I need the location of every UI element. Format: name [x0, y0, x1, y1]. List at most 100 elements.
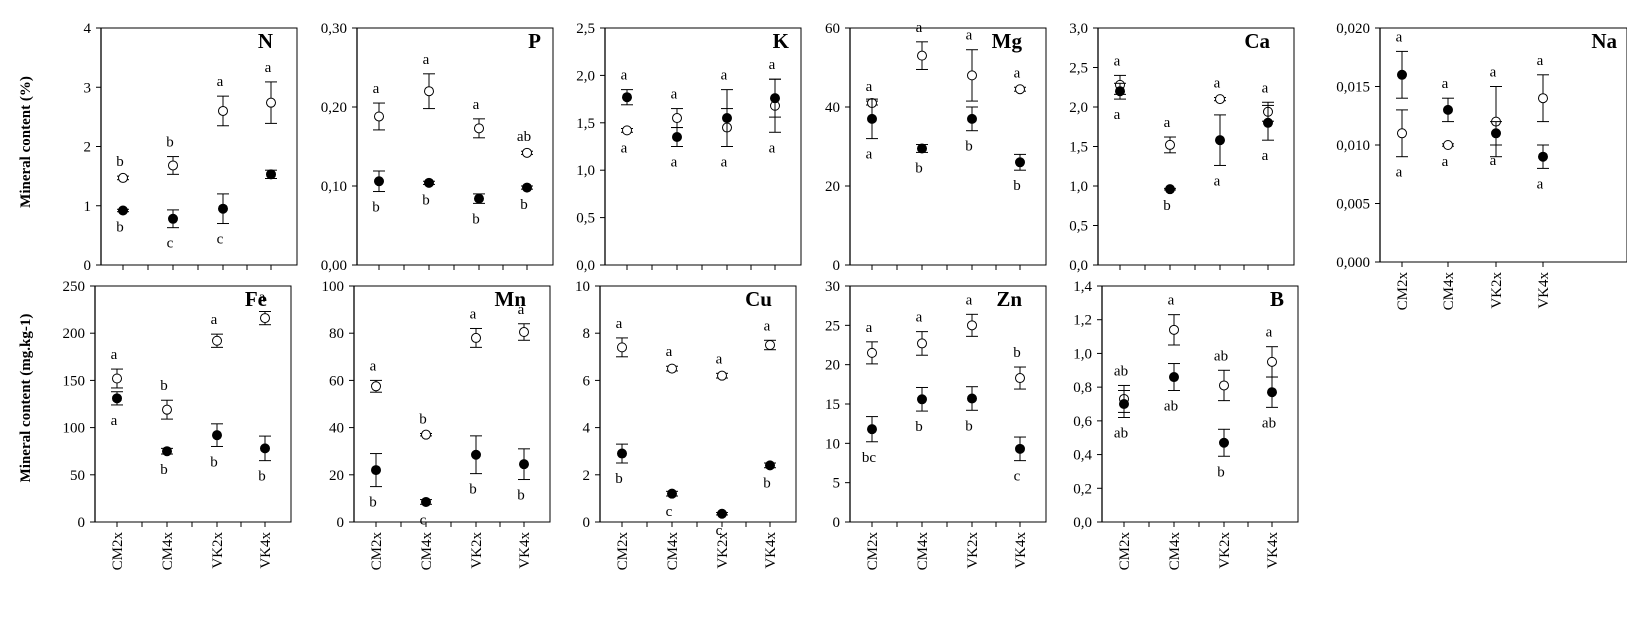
significance-letter: a: [1266, 325, 1273, 341]
significance-letter: a: [259, 289, 266, 305]
data-point-filled: [717, 508, 727, 519]
y-tick-label: 60: [329, 373, 344, 389]
x-category-label: VK4x: [763, 532, 779, 569]
data-point-open: [260, 313, 270, 324]
data-point-open: [1015, 84, 1025, 95]
y-tick-label: 0,000: [1336, 255, 1370, 271]
data-point-open: [218, 105, 228, 116]
y-tick-label: 20: [825, 179, 840, 195]
y-tick-label: 0,30: [321, 21, 347, 37]
x-category-label: CM2x: [110, 532, 126, 571]
y-tick-label: 60: [825, 21, 840, 37]
data-point-filled: [421, 496, 431, 507]
x-category-label: VK2x: [469, 532, 485, 569]
data-point-filled: [112, 393, 122, 404]
data-point-filled: [1015, 157, 1025, 168]
y-tick-label: 250: [63, 279, 86, 295]
significance-letter: a: [470, 306, 477, 322]
data-point-open: [1267, 356, 1277, 367]
data-point-filled: [1169, 372, 1179, 383]
y-tick-label: 25: [825, 318, 840, 334]
y-tick-label: 0: [583, 515, 591, 531]
significance-letter: a: [769, 140, 776, 156]
significance-letter: a: [518, 302, 525, 318]
significance-letter: ab: [1262, 415, 1276, 431]
significance-letter: a: [916, 20, 923, 36]
significance-letter: c: [1014, 469, 1021, 485]
significance-letter: b: [517, 488, 525, 504]
significance-letter: a: [666, 344, 673, 360]
significance-letter: b: [160, 378, 168, 394]
y-tick-label: 4: [583, 421, 591, 437]
significance-letter: b: [1163, 198, 1171, 214]
y-tick-label: 1,5: [576, 116, 595, 132]
significance-letter: b: [915, 160, 923, 176]
data-point-filled: [1165, 184, 1175, 195]
data-point-open: [371, 381, 381, 392]
data-point-open: [421, 429, 431, 440]
significance-letter: a: [721, 68, 728, 84]
y-tick-label: 1: [84, 199, 92, 215]
significance-letter: a: [1214, 173, 1221, 189]
y-tick-label: 20: [825, 358, 840, 374]
x-category-label: CM4x: [1441, 272, 1457, 311]
significance-letter: a: [866, 79, 873, 95]
y-tick-label: 0,6: [1073, 414, 1092, 430]
data-point-filled: [1015, 443, 1025, 454]
data-point-filled: [1267, 387, 1277, 398]
significance-letter: c: [167, 236, 174, 252]
panel-title: K: [773, 29, 790, 53]
data-point-open: [266, 97, 276, 108]
significance-letter: b: [369, 495, 377, 511]
data-point-open: [1169, 324, 1179, 335]
significance-letter: b: [210, 454, 218, 470]
data-point-filled: [1397, 69, 1407, 80]
y-tick-label: 0,0: [576, 258, 595, 274]
significance-letter: a: [1537, 53, 1544, 69]
significance-letter: a: [866, 320, 873, 336]
y-tick-label: 0,0: [1073, 515, 1092, 531]
data-point-filled: [1215, 135, 1225, 146]
significance-letter: a: [1490, 153, 1497, 169]
x-category-label: VK4x: [1013, 532, 1029, 569]
plot-frame: [849, 27, 1047, 266]
significance-letter: b: [422, 192, 430, 208]
x-category-label: VK4x: [258, 532, 274, 569]
significance-letter: b: [419, 412, 427, 428]
panel-N: 0 1 2 3 4 Nb b b c a c a: [84, 21, 298, 274]
significance-letter: a: [370, 358, 377, 374]
data-point-open: [622, 125, 632, 136]
data-point-filled: [765, 460, 775, 471]
data-point-filled: [474, 193, 484, 204]
data-point-filled: [1219, 437, 1229, 448]
y-tick-label: 15: [825, 397, 840, 413]
panel-title: Na: [1591, 29, 1617, 53]
data-point-filled: [266, 169, 276, 180]
data-point-filled: [162, 446, 172, 457]
data-point-open: [967, 70, 977, 81]
significance-letter: c: [666, 504, 673, 520]
data-point-open: [717, 370, 727, 381]
significance-letter: b: [1013, 178, 1021, 194]
significance-letter: c: [217, 232, 224, 248]
significance-letter: a: [1214, 76, 1221, 92]
panel-title: Zn: [996, 287, 1022, 311]
data-point-open: [917, 338, 927, 349]
data-point-filled: [522, 182, 532, 193]
y-tick-label: 100: [63, 421, 86, 437]
data-point-filled: [471, 449, 481, 460]
data-point-open: [1538, 93, 1548, 104]
significance-letter: a: [616, 316, 623, 332]
y-axis-label-top: Mineral content (%): [18, 76, 34, 208]
y-tick-label: 0,015: [1336, 80, 1370, 96]
significance-letter: b: [915, 419, 923, 435]
data-point-open: [672, 113, 682, 124]
x-category-label: CM2x: [369, 532, 385, 571]
data-point-filled: [917, 143, 927, 154]
significance-letter: b: [166, 135, 174, 151]
y-tick-label: 0,10: [321, 179, 347, 195]
significance-letter: a: [721, 155, 728, 171]
y-tick-label: 50: [70, 468, 85, 484]
data-point-open: [765, 340, 775, 350]
